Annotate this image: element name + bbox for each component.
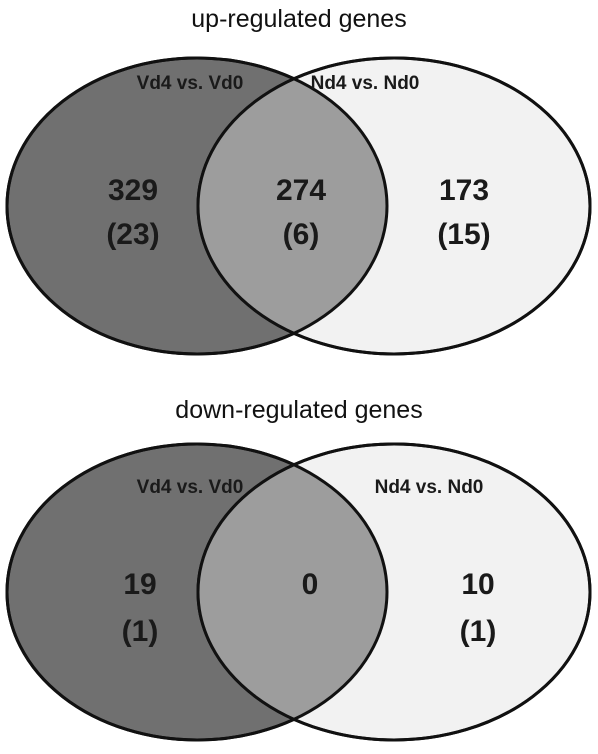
panel-title: up-regulated genes [191, 5, 406, 33]
overlap-count: 274 [276, 174, 326, 207]
venn-panel-down-regulated: down-regulated genes Vd4 vs. Vd0 Nd4 vs.… [5, 396, 592, 742]
left-only-sub: (23) [106, 218, 159, 251]
overlap-region [198, 444, 387, 740]
overlap-sub: (6) [283, 218, 320, 251]
left-only-sub: (1) [122, 615, 159, 648]
overlap-region [198, 58, 387, 354]
right-only-count: 173 [439, 174, 489, 207]
set-outline-left [5, 56, 389, 356]
set-label-right: Nd4 vs. Nd0 [375, 477, 484, 498]
right-only-sub: (1) [460, 615, 497, 648]
venn-panel-up-regulated: up-regulated genes Vd4 vs. Vd0 Nd4 vs. N… [5, 5, 592, 356]
set-outline-right [196, 442, 592, 742]
right-only-count: 10 [461, 568, 494, 601]
set-outline-right [196, 56, 592, 356]
set-outline-left [5, 442, 389, 742]
panel-title: down-regulated genes [175, 396, 422, 424]
set-label-left: Vd4 vs. Vd0 [137, 477, 244, 498]
set-label-right: Nd4 vs. Nd0 [311, 73, 420, 94]
set-label-left: Vd4 vs. Vd0 [137, 73, 244, 94]
left-only-count: 19 [123, 568, 156, 601]
overlap-count: 0 [302, 568, 319, 601]
left-only-count: 329 [108, 174, 158, 207]
right-only-sub: (15) [437, 218, 490, 251]
